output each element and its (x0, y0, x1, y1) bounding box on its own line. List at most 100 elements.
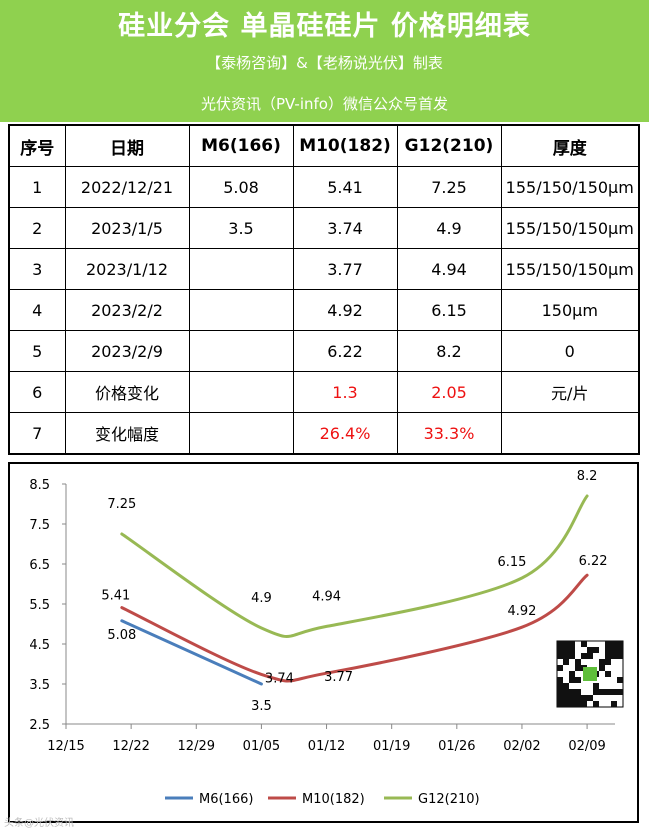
qr-module (563, 683, 569, 689)
table-cell: 5.41 (292, 166, 398, 208)
table-header-row: 序号 日期 M6(166) M10(182) G12(210) 厚度 (8, 124, 640, 167)
table-cell: 价格变化 (64, 371, 190, 413)
table-cell: 元/片 (500, 371, 640, 413)
qr-module (557, 695, 563, 701)
qr-module (593, 689, 599, 695)
qr-module (563, 695, 569, 701)
table-cell: 3.74 (292, 207, 398, 249)
series-line-0 (120, 619, 263, 686)
table-cell: 155/150/150μm (500, 166, 640, 208)
qr-module (569, 653, 575, 659)
qr-module (563, 641, 569, 647)
qr-module (569, 671, 575, 677)
data-label: 5.08 (107, 628, 136, 643)
legend-label: G12(210) (418, 792, 480, 807)
y-tick-label: 6.5 (29, 558, 50, 573)
qr-module (605, 689, 611, 695)
qr-module (611, 701, 617, 707)
data-label: 3.74 (265, 671, 294, 686)
table-cell: 26.4% (292, 412, 398, 455)
qr-module (557, 641, 563, 647)
price-line-chart: 8.5 7.5 6.5 5.5 4.5 3.5 2.5 12/15 12/22 12/29 01/0… (29, 469, 624, 807)
table-row: 3 2023/1/12 3.77 4.94 155/150/150μm (8, 248, 640, 290)
qr-module (557, 677, 563, 683)
data-label: 6.15 (497, 555, 526, 570)
table-cell: 155/150/150μm (500, 248, 640, 290)
table-cell (500, 412, 640, 455)
table-cell (188, 371, 294, 413)
watermark: 头条@光伏资讯 (4, 818, 74, 829)
legend-label: M10(182) (302, 792, 365, 807)
data-label: 8.2 (577, 469, 598, 484)
x-tick-label: 02/09 (568, 739, 605, 754)
table-row: 4 2023/2/2 4.92 6.15 150μm (8, 289, 640, 331)
qr-module (575, 665, 581, 671)
qr-module (617, 677, 623, 683)
table-cell: 2023/1/5 (64, 207, 190, 249)
data-label: 3.5 (251, 699, 272, 714)
table-cell: 155/150/150μm (500, 207, 640, 249)
qr-module (605, 671, 611, 677)
chart-container: 8.5 7.5 6.5 5.5 4.5 3.5 2.5 12/15 12/22 12/29 01/0… (8, 462, 639, 823)
series-line-1 (120, 573, 589, 683)
qr-module (611, 689, 617, 695)
col-header-date: 日期 (64, 124, 190, 167)
y-tick-label: 7.5 (29, 518, 50, 533)
table-row: 2 2023/1/5 3.5 3.74 4.9 155/150/150μm (8, 207, 640, 249)
table-cell: 8.2 (396, 330, 502, 372)
table-cell: 1 (8, 166, 66, 208)
table-row: 6 价格变化 1.3 2.05 元/片 (8, 371, 640, 413)
qr-module (581, 701, 587, 707)
table-cell: 4.9 (396, 207, 502, 249)
source-line: 光伏资讯（PV-info）微信公众号首发 (201, 95, 448, 113)
table-cell: 6.22 (292, 330, 398, 372)
qr-module (581, 653, 587, 659)
qr-module (569, 689, 575, 695)
table-cell: 2023/2/9 (64, 330, 190, 372)
qr-module (575, 695, 581, 701)
qr-module (575, 659, 581, 665)
qr-module (557, 647, 563, 653)
qr-module (599, 665, 605, 671)
qr-module (617, 641, 623, 647)
qr-module (569, 647, 575, 653)
qr-module (605, 659, 611, 665)
y-tick-label: 5.5 (29, 598, 50, 613)
col-header-m6: M6(166) (188, 124, 294, 167)
table-cell: 33.3% (396, 412, 502, 455)
qr-module (563, 701, 569, 707)
qr-module (563, 653, 569, 659)
qr-module (605, 647, 611, 653)
qr-module (569, 701, 575, 707)
qr-module (581, 695, 587, 701)
table-cell: 2.05 (396, 371, 502, 413)
table-cell: 4 (8, 289, 66, 331)
qr-module (563, 659, 569, 665)
qr-module (569, 641, 575, 647)
table-cell: 5 (8, 330, 66, 372)
qr-module (557, 689, 563, 695)
qr-module (587, 695, 593, 701)
x-tick-label: 02/02 (503, 739, 540, 754)
qr-module (605, 641, 611, 647)
qr-module (563, 647, 569, 653)
x-tick-label: 01/05 (243, 739, 280, 754)
qr-module (557, 701, 563, 707)
header-banner: 硅业分会 单晶硅硅片 价格明细表 【泰杨咨询】&【老杨说光伏】制表 光伏资讯（P… (0, 0, 649, 122)
table-cell: 2022/12/21 (64, 166, 190, 208)
x-tick-label: 12/29 (178, 739, 215, 754)
qr-module (593, 647, 599, 653)
qr-module (593, 701, 599, 707)
table-cell: 7 (8, 412, 66, 455)
table-cell: 7.25 (396, 166, 502, 208)
credit-line: 【泰杨咨询】&【老杨说光伏】制表 (206, 54, 443, 72)
data-label: 3.77 (324, 670, 353, 685)
series-line-2 (120, 494, 589, 638)
qr-module (563, 689, 569, 695)
x-tick-label: 12/22 (112, 739, 149, 754)
qr-module (605, 653, 611, 659)
table-cell: 1.3 (292, 371, 398, 413)
col-header-m10: M10(182) (292, 124, 398, 167)
table-cell: 150μm (500, 289, 640, 331)
legend-label: M6(166) (199, 792, 253, 807)
